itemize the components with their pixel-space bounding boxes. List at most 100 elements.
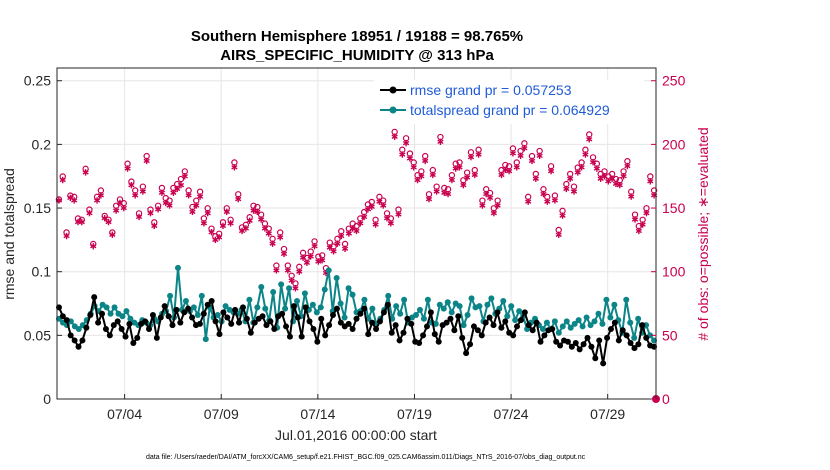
totalspread-point: [385, 292, 392, 299]
obs-evaluated-marker: [505, 167, 513, 175]
obs-evaluated-marker: [536, 152, 543, 160]
obs-evaluated-marker: [109, 231, 116, 238]
obs-evaluated-marker: [509, 150, 517, 157]
legend-rmse-label: rmse grand pr = 0.057253: [410, 82, 572, 98]
obs-evaluated-marker: [448, 176, 456, 184]
rmse-point: [298, 333, 305, 340]
rmse-point: [345, 320, 352, 327]
totalspread-point: [599, 320, 606, 327]
rmse-point: [592, 355, 599, 362]
plot-frame: [56, 67, 657, 400]
obs-evaluated-marker: [647, 178, 654, 185]
obs-evaluated-marker: [63, 232, 70, 240]
rmse-point: [294, 314, 301, 321]
x-tick-label: 07/04: [107, 406, 142, 422]
obs-evaluated-marker: [517, 152, 524, 160]
obs-evaluated-marker: [479, 202, 486, 209]
totalspread-point: [222, 303, 229, 310]
obs-evaluated-marker: [639, 221, 646, 228]
totalspread-point: [127, 315, 134, 322]
rmse-point: [467, 341, 474, 348]
totalspread-point: [103, 304, 110, 311]
totalspread-point: [591, 318, 598, 325]
y-axis-ticks: 0 0.05 0.1 0.15 0.2 0.25: [24, 73, 62, 407]
rmse-point: [572, 339, 579, 346]
obs-evaluated-marker: [589, 159, 597, 166]
totalspread-point: [468, 295, 475, 302]
totalspread-point: [369, 305, 376, 312]
rmse-point: [369, 319, 376, 326]
rmse-point: [635, 341, 642, 348]
obs-evaluated-marker: [380, 202, 387, 209]
obs-evaluated-marker: [574, 169, 581, 176]
totalspread-point: [559, 323, 566, 330]
obs-evaluated-marker: [231, 164, 238, 171]
rmse-point: [337, 319, 344, 326]
totalspread-point: [401, 296, 408, 303]
rmse-point: [455, 313, 462, 320]
obs-evaluated-marker: [631, 216, 639, 223]
rmse-point: [431, 331, 438, 338]
totalspread-point: [551, 318, 558, 325]
rmse-point: [330, 311, 337, 318]
totalspread-point: [500, 297, 507, 304]
obs-evaluated-marker: [151, 222, 158, 230]
totalspread-point: [631, 334, 638, 341]
obs-evaluated-marker: [200, 220, 208, 227]
rmse-point: [470, 323, 477, 330]
rmse-point: [259, 313, 266, 320]
obs-evaluated-marker: [425, 195, 433, 203]
totalspread-point: [448, 309, 455, 316]
legend-rmse-marker: [389, 86, 397, 94]
totalspread-point: [286, 285, 293, 292]
obs-evaluated-marker: [326, 244, 333, 251]
obs-evaluated-marker: [311, 243, 318, 250]
totalspread-point: [202, 336, 209, 343]
obs-evaluated-marker: [93, 197, 101, 204]
rmse-point: [204, 301, 211, 308]
rmse-point: [110, 322, 117, 329]
rmse-point: [604, 334, 611, 341]
rmse-point: [286, 333, 293, 340]
rmse-point: [384, 301, 391, 308]
rmse-point: [189, 314, 196, 321]
totalspread-point: [444, 299, 451, 306]
rmse-point: [91, 294, 98, 301]
obs-evaluated-marker: [177, 181, 185, 189]
obs-evaluated-marker: [242, 225, 249, 232]
rmse-point: [224, 314, 231, 321]
obs-evaluated-marker: [78, 218, 85, 226]
rmse-point: [623, 332, 630, 339]
rmse-point: [102, 325, 109, 332]
y-tick-label: 0.1: [32, 264, 52, 280]
rmse-point: [59, 313, 66, 320]
x-axis-label: Jul.01,2016 00:00:00 start: [275, 427, 437, 443]
rmse-point: [146, 325, 153, 332]
totalspread-point: [575, 317, 582, 324]
rmse-point: [333, 305, 340, 312]
obs-evaluated-marker: [307, 253, 314, 260]
rmse-point: [87, 311, 94, 318]
rmse-point: [302, 304, 309, 311]
obs-evaluated-marker: [334, 240, 341, 247]
rmse-point: [396, 337, 403, 344]
rmse-point: [627, 339, 634, 346]
rmse-point: [208, 297, 215, 304]
obs-evaluated-marker: [490, 209, 497, 217]
series-layer: [55, 264, 658, 367]
rmse-point: [114, 318, 121, 325]
obs-evaluated-marker: [525, 198, 532, 205]
totalspread-point: [309, 301, 316, 308]
rmse-point: [553, 338, 560, 345]
obs-evaluated-marker: [620, 173, 627, 180]
totalspread-point: [254, 304, 261, 311]
totalspread-point: [317, 304, 324, 311]
totalspread-point: [270, 289, 277, 296]
obs-evaluated-marker: [257, 216, 265, 223]
rmse-point: [173, 306, 180, 313]
rmse-point: [310, 325, 317, 332]
rmse-point: [521, 309, 528, 316]
obs-evaluated-marker: [464, 174, 471, 181]
obs-evaluated-marker: [124, 165, 131, 172]
rmse-point: [349, 325, 356, 332]
